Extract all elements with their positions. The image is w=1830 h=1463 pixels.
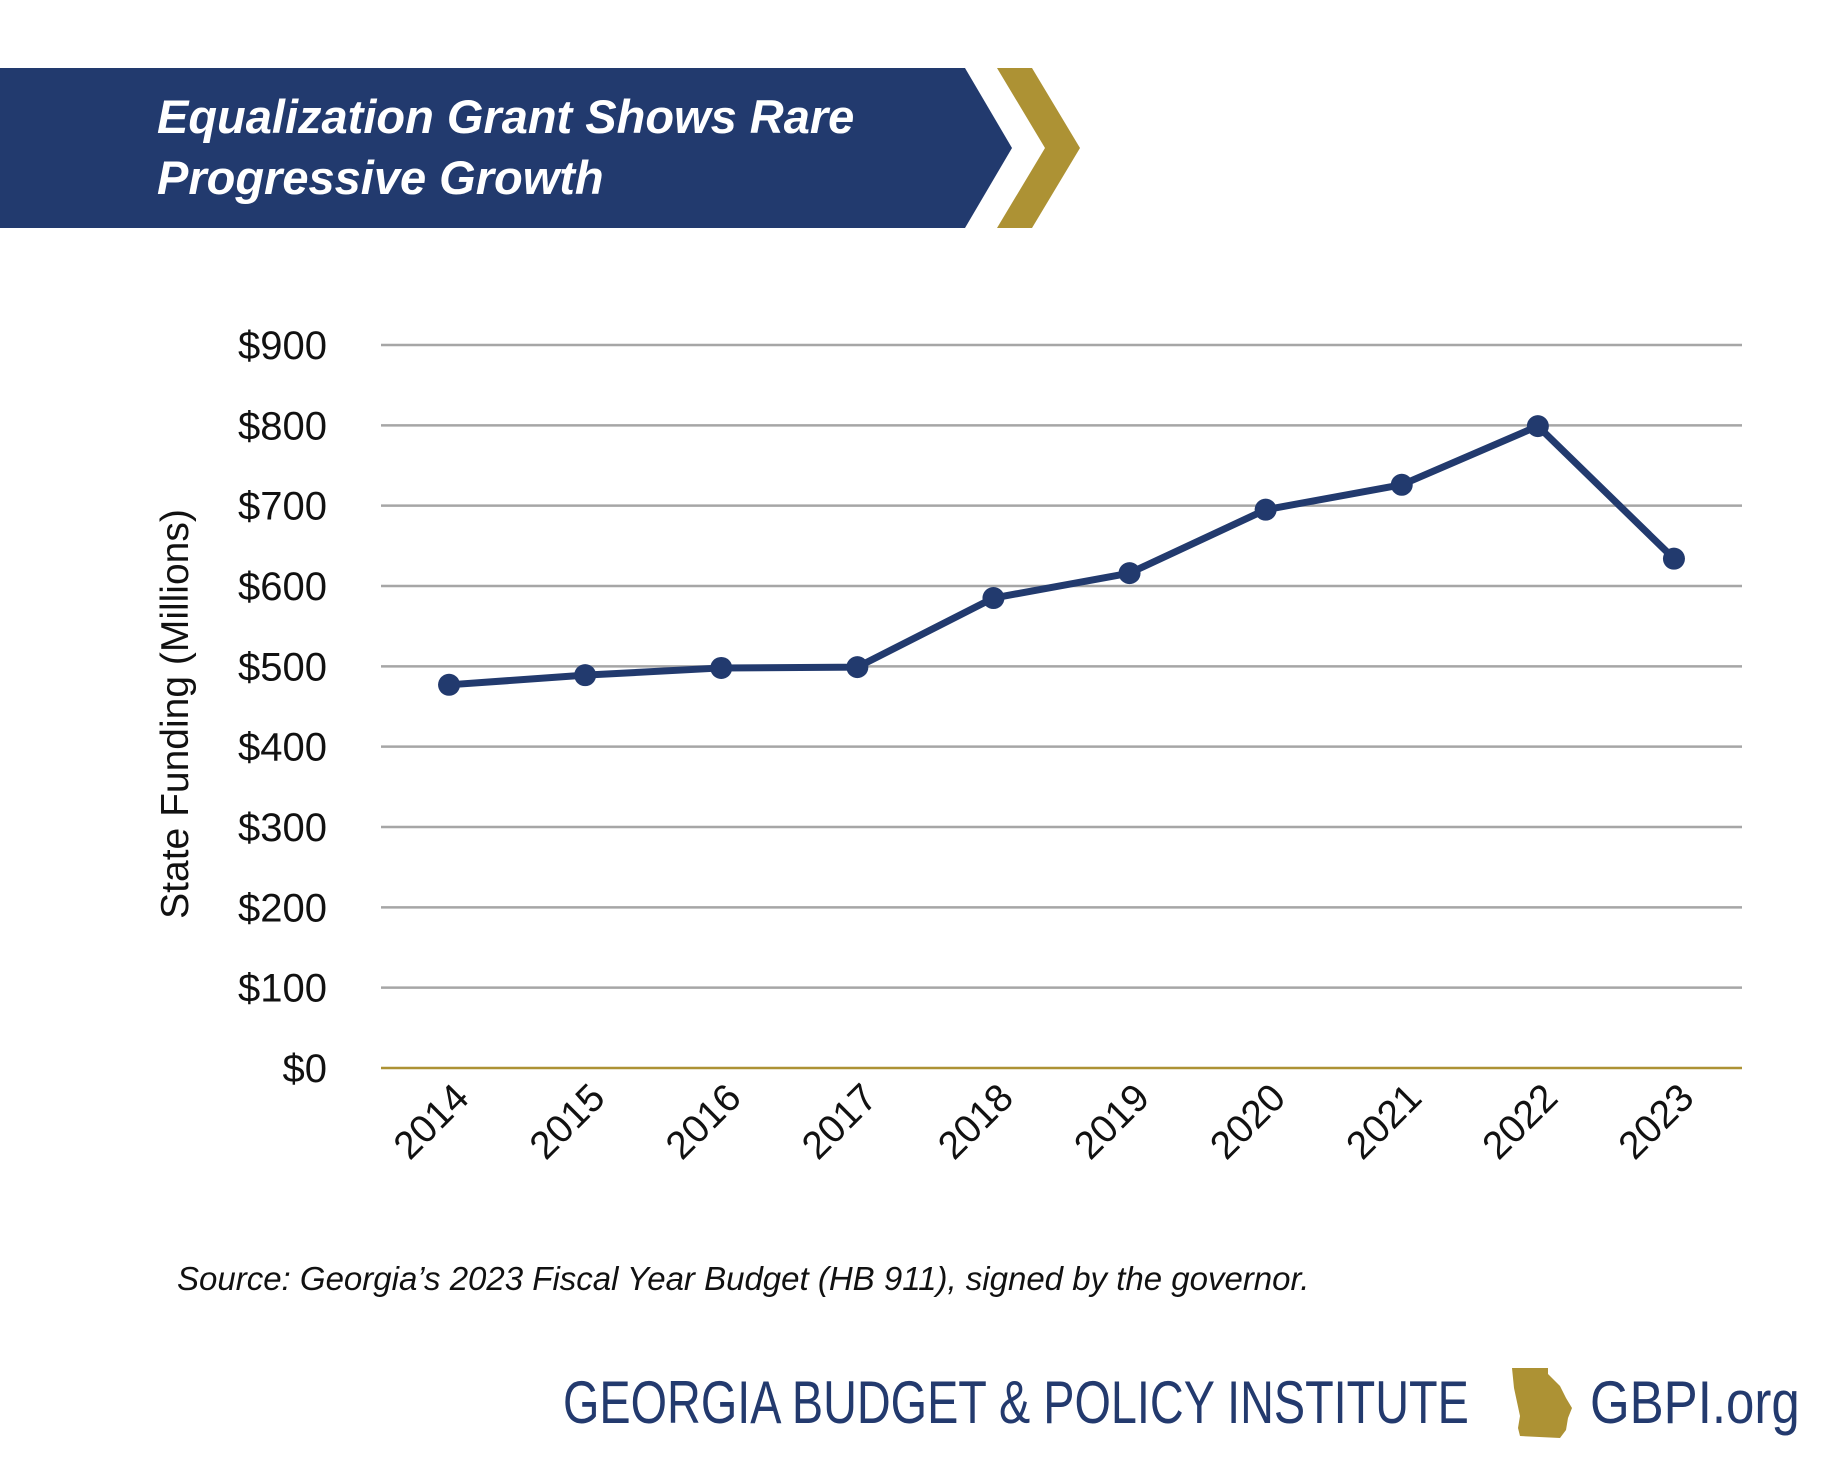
chevron-icon xyxy=(997,68,1080,228)
x-tick-label: 2016 xyxy=(658,1076,750,1168)
x-tick-label: 2023 xyxy=(1611,1076,1703,1168)
data-point xyxy=(1390,473,1413,496)
data-point xyxy=(574,664,597,687)
x-tick-label: 2020 xyxy=(1202,1076,1294,1168)
x-tick-label: 2019 xyxy=(1066,1076,1158,1168)
y-tick-label: $200 xyxy=(238,886,327,930)
data-point xyxy=(438,673,461,696)
data-point xyxy=(1526,415,1549,438)
series-line xyxy=(448,422,1677,689)
y-tick-label: $700 xyxy=(238,485,327,529)
x-tick-label: 2014 xyxy=(386,1076,478,1168)
title-line-2: Progressive Growth xyxy=(157,151,604,204)
x-tick-label: 2022 xyxy=(1474,1076,1566,1168)
x-tick-label: 2018 xyxy=(930,1076,1022,1168)
org-name: GEORGIA BUDGET & POLICY INSTITUTE xyxy=(563,1369,1469,1436)
y-tick-label: $900 xyxy=(238,324,327,368)
website-link[interactable]: GBPI.org xyxy=(1590,1369,1800,1436)
x-tick-label: 2021 xyxy=(1338,1076,1430,1168)
y-tick-label: $600 xyxy=(238,565,327,609)
y-tick-label: $800 xyxy=(238,404,327,448)
data-point xyxy=(846,656,869,679)
x-tick-label: 2017 xyxy=(794,1076,886,1168)
y-tick-label: $100 xyxy=(238,967,327,1011)
data-point xyxy=(1254,498,1277,521)
y-tick-label: $300 xyxy=(238,806,327,850)
title-line-1: Equalization Grant Shows Rare xyxy=(157,90,855,143)
data-point xyxy=(982,587,1005,610)
title-banner xyxy=(0,68,1080,228)
chart-title: Equalization Grant Shows Rare Progressiv… xyxy=(157,86,1017,208)
y-tick-label: $0 xyxy=(283,1047,328,1091)
y-tick-label: $500 xyxy=(238,645,327,689)
source-note: Source: Georgia’s 2023 Fiscal Year Budge… xyxy=(177,1260,1310,1297)
data-point xyxy=(1662,547,1685,570)
data-point xyxy=(1118,562,1141,585)
data-point xyxy=(710,656,733,679)
y-axis-title: State Funding (Millions) xyxy=(154,509,197,919)
y-tick-label: $400 xyxy=(238,726,327,770)
georgia-map-icon xyxy=(1512,1368,1572,1438)
line-chart: $0 $100 $200 $300 $400 $500 $600 $700 $800 $900 S… xyxy=(154,324,1742,1168)
x-tick-label: 2015 xyxy=(522,1076,614,1168)
